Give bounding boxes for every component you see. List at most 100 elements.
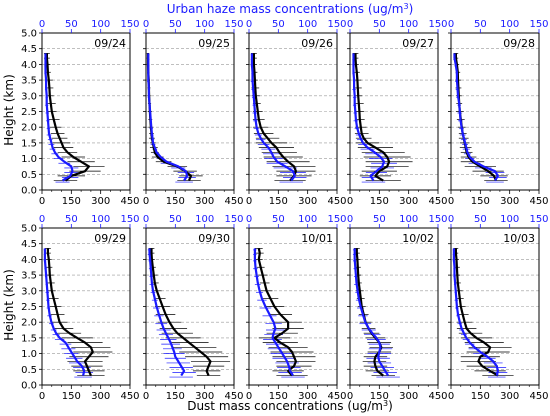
haze-profile-line [353,248,390,377]
x-top-tick-label: 50 [272,19,285,30]
y-tick-label: 2.0 [21,318,37,329]
x-bottom-tick-label: 150 [471,391,490,402]
x-bottom-tick-label: 150 [166,391,185,402]
x-top-tick-label: 100 [500,19,519,30]
y-tick-label: 0.5 [21,170,37,181]
x-bottom-tick-label: 150 [370,391,389,402]
haze-profile-line [452,248,499,376]
x-top-tick-label: 0 [347,19,353,30]
x-bottom-tick-label: 0 [246,196,252,207]
x-bottom-tick-label: 450 [224,391,243,402]
y-tick-label: 0.0 [21,381,37,392]
panel-date-label: 09/27 [402,37,434,50]
x-bottom-tick-label: 150 [269,196,288,207]
x-top-tick-label: 100 [195,19,214,30]
bottom-axis-title-sup: 3 [383,399,388,408]
x-bottom-tick-label: 0 [39,196,45,207]
y-tick-label: 0.5 [21,365,37,376]
panel-frame [145,32,235,191]
x-bottom-tick-label: 300 [298,391,317,402]
y-axis-title-top: Height (km) [2,74,16,145]
x-top-tick-label: 50 [373,214,386,225]
x-top-tick-label: 150 [224,214,243,225]
x-top-tick-label: 100 [195,214,214,225]
dust-profile-line [150,248,212,377]
x-top-tick-label: 0 [39,19,45,30]
x-top-tick-label: 150 [428,19,447,30]
x-bottom-tick-label: 300 [500,391,519,402]
x-bottom-tick-label: 300 [500,196,519,207]
x-bottom-tick-label: 0 [246,391,252,402]
x-top-tick-label: 100 [500,214,519,225]
haze-profile-line [250,53,296,182]
panel-09-26: 09/26 0 150 300 450 0 50 100 150 [246,19,347,207]
x-top-tick-label: 0 [39,214,45,225]
haze-profile-line [43,248,86,376]
x-bottom-tick-label: 300 [195,196,214,207]
x-bottom-tick-label: 0 [448,391,454,402]
x-top-tick-label: 50 [272,214,285,225]
y-tick-label: 4.5 [21,239,37,250]
panel-date-label: 09/24 [94,37,126,50]
x-top-tick-label: 0 [448,214,454,225]
x-top-tick-label: 150 [529,19,548,30]
x-bottom-tick-label: 450 [529,391,548,402]
panel-date-label: 09/30 [198,232,230,245]
bottom-axis-title-text: Dust mass concentrations (ug/m [187,399,383,413]
panel-09-27: 09/27 0 150 300 450 0 50 100 150 [347,19,448,207]
y-tick-label: 3.5 [21,271,37,282]
haze-profile-line [147,53,189,182]
y-tick-label: 3.0 [21,286,37,297]
y-tick-label: 1.0 [21,349,37,360]
x-top-tick-label: 50 [373,19,386,30]
x-bottom-tick-label: 450 [428,391,447,402]
x-top-tick-label: 0 [143,214,149,225]
x-top-tick-label: 0 [246,19,252,30]
x-top-tick-label: 50 [65,19,78,30]
x-top-tick-label: 150 [224,19,243,30]
x-bottom-tick-label: 450 [120,196,139,207]
x-bottom-tick-label: 450 [529,196,548,207]
x-bottom-tick-label: 450 [327,391,346,402]
x-bottom-tick-label: 450 [120,391,139,402]
y-tick-label: 4.0 [21,255,37,266]
x-bottom-tick-label: 150 [62,196,81,207]
x-bottom-tick-label: 150 [269,391,288,402]
panel-10-02: 10/02 0 150 300 450 0 50 100 150 [347,214,448,402]
panel-date-label: 09/25 [198,37,230,50]
x-bottom-tick-label: 0 [347,196,353,207]
top-axis-title: Urban haze mass concentrations (ug/m3) [167,2,414,16]
x-top-tick-label: 100 [91,214,110,225]
dust-profile-line [257,248,297,377]
y-tick-label: 2.5 [21,302,37,313]
x-top-tick-label: 100 [298,19,317,30]
panel-date-label: 10/02 [402,232,434,245]
x-top-tick-label: 0 [347,214,353,225]
x-top-tick-label: 150 [120,214,139,225]
panel-09-28: 09/28 0 150 300 450 0 50 100 150 [448,19,549,207]
panel-09-29: 09/290.00.51.01.52.02.53.03.54.04.55.00 1… [21,214,139,402]
x-top-tick-label: 0 [143,19,149,30]
x-top-tick-label: 50 [474,19,487,30]
x-bottom-tick-label: 150 [471,196,490,207]
x-top-tick-label: 100 [298,214,317,225]
x-top-tick-label: 150 [327,214,346,225]
panels-group: 09/240.00.51.01.52.02.53.03.54.04.55.00 1… [21,19,548,402]
x-bottom-tick-label: 300 [399,196,418,207]
x-top-tick-label: 100 [399,214,418,225]
panel-09-30: 09/30 0 150 300 450 0 50 100 150 [143,214,244,402]
top-axis-title-text: Urban haze mass concentrations (ug/m [167,2,404,16]
y-axis-title-bottom: Height (km) [2,269,16,340]
y-tick-label: 3.5 [21,76,37,87]
panel-date-label: 09/28 [503,37,535,50]
y-tick-label: 5.0 [21,224,37,235]
y-tick-label: 2.0 [21,123,37,134]
panel-09-24: 09/240.00.51.01.52.02.53.03.54.04.55.00 1… [21,19,139,207]
dust-profile-line [252,53,297,182]
x-bottom-tick-label: 300 [91,196,110,207]
x-top-tick-label: 50 [169,19,182,30]
dust-profile-line [354,53,391,182]
x-top-tick-label: 50 [169,214,182,225]
haze-profile-line [44,53,74,182]
